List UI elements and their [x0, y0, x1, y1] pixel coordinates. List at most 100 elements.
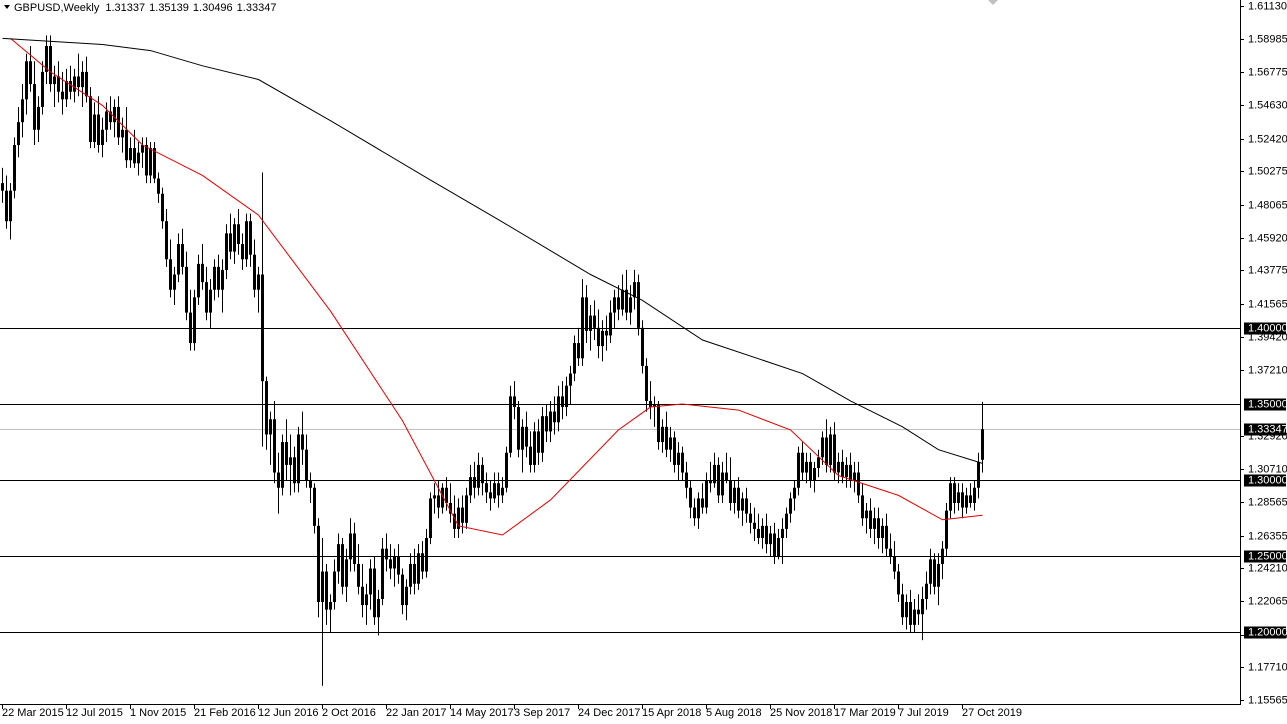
candle-body	[173, 274, 176, 290]
candle-body	[633, 282, 636, 298]
y-tick-label: 1.50275	[1248, 165, 1287, 177]
candle-body	[733, 487, 736, 504]
candle-body	[69, 81, 72, 92]
candle-body	[977, 461, 980, 488]
x-tick-label: 7 Jul 2019	[898, 707, 949, 719]
level-label: 1.25000	[1248, 550, 1287, 562]
candle-body	[785, 513, 788, 529]
candle-body	[329, 602, 332, 610]
candle-body	[181, 244, 184, 267]
candle-body	[109, 111, 112, 123]
candle-body	[309, 480, 312, 488]
y-tick-label: 1.26355	[1248, 530, 1287, 542]
candle-body	[377, 598, 380, 618]
candle-body	[165, 221, 168, 260]
level-label-box	[1244, 550, 1286, 563]
candle-body	[521, 426, 524, 450]
y-tick-label: 1.54630	[1248, 99, 1287, 111]
candle-body	[877, 518, 880, 539]
candle-body	[641, 327, 644, 366]
candle-body	[241, 244, 244, 260]
candle-body	[325, 571, 328, 610]
candle-body	[185, 266, 188, 313]
level-label: 1.35000	[1248, 398, 1287, 410]
candle-body	[497, 483, 500, 496]
candle-body	[297, 434, 300, 484]
candle-body	[629, 297, 632, 313]
candle-body	[397, 556, 400, 575]
symbol: GBPUSD,Weekly	[14, 2, 100, 14]
candle-body	[461, 507, 464, 523]
candle-body	[861, 495, 864, 519]
candle-body	[213, 266, 216, 290]
level-label-box	[1244, 398, 1286, 411]
x-tick-label: 12 Jul 2015	[66, 707, 123, 719]
candle-body	[705, 480, 708, 508]
candle-body	[777, 538, 780, 557]
candle-body	[813, 467, 816, 481]
candle-body	[881, 525, 884, 539]
candle-body	[81, 71, 84, 88]
candle-body	[569, 373, 572, 386]
candle-body	[93, 114, 96, 142]
candle-body	[217, 266, 220, 290]
y-tick-label: 1.15565	[1248, 694, 1287, 706]
candle-body	[837, 461, 840, 473]
candle-body	[225, 233, 228, 270]
y-tick-label: 1.56775	[1248, 66, 1287, 78]
x-tick-label: 25 Nov 2018	[770, 707, 832, 719]
moving-average	[2, 37, 983, 464]
candle-body	[409, 563, 412, 587]
candle-body	[821, 437, 824, 458]
menu-arrow[interactable]	[4, 5, 10, 9]
candle-body	[701, 498, 704, 508]
candle-body	[677, 452, 680, 465]
candle-body	[177, 244, 180, 275]
candle-body	[509, 396, 512, 453]
candle-body	[849, 464, 852, 481]
candle-body	[969, 495, 972, 504]
candle-body	[473, 477, 476, 488]
candle-body	[413, 563, 416, 584]
candle-body	[589, 315, 592, 331]
level-label-box	[1244, 626, 1286, 639]
candle-body	[865, 510, 868, 519]
candle-body	[709, 480, 712, 484]
candle-body	[637, 282, 640, 328]
candle-body	[873, 518, 876, 529]
candle-body	[157, 178, 160, 194]
candle-body	[685, 472, 688, 488]
candle-body	[529, 446, 532, 465]
candle-body	[369, 568, 372, 595]
candle-body	[265, 381, 268, 435]
y-tick-label: 1.22065	[1248, 595, 1287, 607]
candle-body	[133, 148, 136, 164]
candle-body	[553, 411, 556, 423]
candle-body	[105, 111, 108, 130]
y-tick-label: 1.52420	[1248, 133, 1287, 145]
candle-body	[693, 507, 696, 519]
candle-body	[753, 522, 756, 529]
candle-body	[261, 274, 264, 382]
y-tick-label: 1.41565	[1248, 298, 1287, 310]
x-tick-label: 27 Oct 2019	[962, 707, 1022, 719]
candle-body	[125, 129, 128, 161]
candle-body	[89, 96, 92, 142]
candle-body	[117, 106, 120, 138]
candle-body	[625, 289, 628, 313]
candle-body	[657, 403, 660, 443]
candle-body	[229, 233, 232, 252]
x-tick-label: 24 Dec 2017	[578, 707, 640, 719]
candle-body	[505, 452, 508, 488]
candle-body	[449, 503, 452, 514]
candle-body	[805, 461, 808, 473]
candle-body	[741, 498, 744, 511]
level-label: 1.40000	[1248, 322, 1287, 334]
candle-body	[485, 483, 488, 493]
candle-body	[337, 544, 340, 572]
candle-body	[113, 106, 116, 123]
candle-body	[365, 594, 368, 606]
candle-body	[965, 495, 968, 508]
x-tick-label: 15 Apr 2018	[642, 707, 701, 719]
